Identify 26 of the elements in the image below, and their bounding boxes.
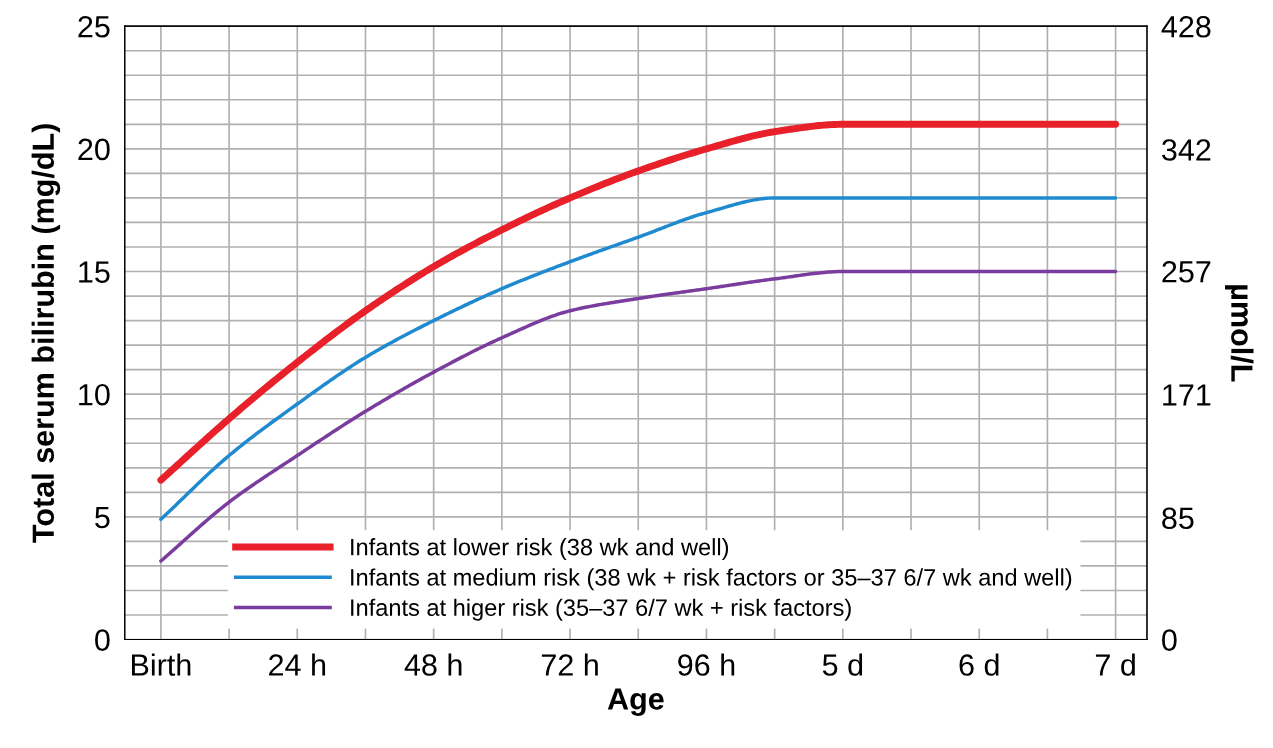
y-tick-label: 0: [95, 629, 110, 651]
y2-axis-title: µmol/L: [1225, 285, 1254, 382]
legend-label: Infants at higer risk (35–37 6/7 wk + risk factors): [351, 598, 851, 621]
y2-tick-label: 257: [1162, 260, 1211, 283]
y2-tick-label: 171: [1163, 384, 1211, 406]
x-tick-label: 72 h: [541, 653, 598, 676]
x-tick-label: 24 h: [269, 653, 326, 676]
y2-tick-label: 0: [1162, 629, 1177, 651]
legend-label: Infants at lower risk (38 wk and well): [351, 538, 729, 561]
y-tick-label: 20: [78, 138, 110, 161]
x-tick-label: 5 d: [822, 653, 863, 676]
x-tick-label: 48 h: [404, 653, 462, 676]
y-tick-label: 5: [95, 506, 110, 529]
y-axis-title: Total serum bilirubin (mg/dL): [31, 124, 61, 543]
legend-label: Infants at medium risk (38 wk + risk factors or 35–37 6/7 wk and well): [351, 568, 1072, 591]
y-tick-label: 25: [78, 15, 110, 38]
y-tick-label: 15: [79, 261, 110, 283]
y-tick-label: 10: [79, 383, 110, 406]
x-axis-title: Age: [607, 688, 664, 716]
y2-tick-label: 428: [1161, 15, 1211, 38]
y2-tick-label: 342: [1162, 139, 1211, 161]
y2-tick-label: 85: [1162, 507, 1194, 530]
x-tick-label: 96 h: [678, 653, 735, 676]
x-tick-label: 7 d: [1095, 653, 1135, 676]
x-tick-label: Birth: [131, 653, 191, 676]
x-tick-label: 6 d: [959, 653, 999, 676]
